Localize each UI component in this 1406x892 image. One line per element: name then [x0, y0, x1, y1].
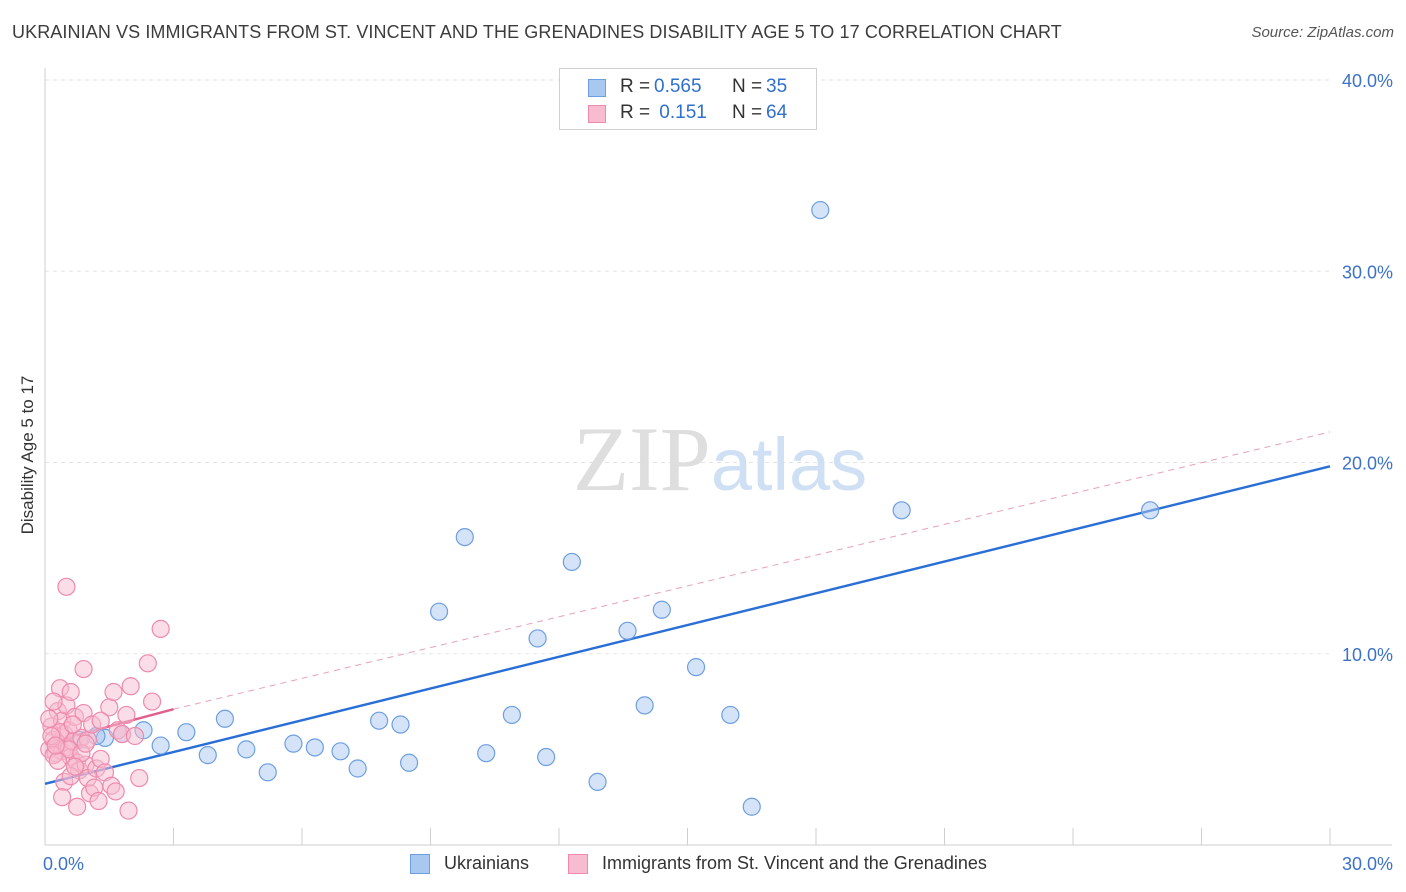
point-ukrainians [305, 738, 324, 757]
point-immigrants [119, 801, 138, 820]
n-value: 64 [766, 102, 788, 123]
point-ukrainians [215, 709, 234, 728]
legend-swatch [410, 854, 430, 874]
point-ukrainians [284, 734, 303, 753]
point-immigrants [68, 797, 87, 816]
point-immigrants [53, 788, 72, 807]
point-immigrants [151, 619, 170, 638]
point-ukrainians [348, 759, 367, 778]
n-label: N = [732, 102, 763, 123]
point-ukrainians [399, 753, 419, 772]
point-immigrants [76, 734, 95, 753]
point-immigrants [142, 692, 162, 711]
point-ukrainians [528, 629, 547, 648]
legend-swatch [588, 79, 606, 97]
y-tick-label: 10.0% [1342, 645, 1393, 665]
data-points [40, 200, 1160, 820]
point-ukrainians [686, 658, 706, 677]
y-tick-label: 30.0% [1342, 262, 1393, 282]
point-ukrainians [391, 715, 410, 734]
n-value: 35 [766, 76, 788, 97]
n-label: N = [732, 76, 763, 97]
point-immigrants [106, 782, 125, 801]
point-ukrainians [537, 747, 556, 767]
point-immigrants [46, 736, 65, 755]
point-immigrants [89, 791, 108, 811]
point-ukrainians [237, 740, 256, 759]
point-immigrants [57, 577, 76, 596]
r-value: 0.151 [654, 102, 707, 123]
point-ukrainians [331, 742, 350, 761]
point-ukrainians [588, 772, 607, 791]
y-tick-label: 40.0% [1342, 71, 1393, 91]
y-tick-label: 20.0% [1342, 454, 1393, 474]
point-ukrainians [618, 621, 637, 640]
point-ukrainians [370, 711, 389, 730]
point-ukrainians [892, 501, 911, 520]
point-immigrants [117, 705, 136, 725]
point-ukrainians [811, 200, 830, 220]
point-immigrants [121, 677, 140, 696]
point-immigrants [44, 692, 63, 711]
chart-title: UKRAINIAN VS IMMIGRANTS FROM ST. VINCENT… [12, 22, 1062, 42]
point-ukrainians [742, 797, 761, 816]
legend-swatch [588, 105, 606, 123]
r-value: 0.565 [654, 76, 702, 97]
y-axis-label: Disability Age 5 to 17 [18, 375, 37, 535]
point-ukrainians [562, 552, 581, 572]
legend-swatch [568, 854, 588, 874]
x-tick-label: 0.0% [43, 854, 84, 874]
point-immigrants [91, 711, 110, 730]
trend-line-extended-1 [173, 431, 1331, 710]
point-immigrants [74, 659, 93, 679]
point-ukrainians [721, 705, 740, 725]
grid-lines [45, 79, 1330, 655]
point-ukrainians [635, 696, 654, 715]
point-ukrainians [1140, 501, 1160, 520]
point-ukrainians [429, 602, 449, 621]
point-immigrants [125, 726, 145, 746]
r-label: R = [620, 102, 651, 123]
point-ukrainians [177, 723, 196, 742]
x-tick-label: 30.0% [1342, 854, 1393, 874]
source-credit: Source: ZipAtlas.com [1251, 24, 1394, 41]
point-immigrants [63, 715, 82, 734]
legend-label: Immigrants from St. Vincent and the Gren… [602, 853, 987, 873]
tick-labels: 10.0% 20.0% 30.0% 40.0% 0.0% 30.0% [43, 71, 1393, 874]
watermark: ZIPatlas [573, 408, 867, 510]
point-immigrants [65, 757, 85, 776]
point-immigrants [40, 709, 59, 728]
point-ukrainians [258, 763, 277, 782]
point-ukrainians [455, 527, 474, 547]
trend-line-0 [44, 465, 1331, 785]
stats-legend: R = 0.565 N = 35 R = 0.151 N = 64 [559, 68, 817, 130]
r-label: R = [620, 76, 651, 97]
point-immigrants [104, 682, 123, 702]
point-immigrants [138, 654, 157, 673]
point-ukrainians [502, 705, 521, 725]
point-ukrainians [652, 600, 671, 619]
point-immigrants [61, 682, 80, 702]
point-immigrants [130, 768, 149, 788]
legend-label: Ukrainians [444, 853, 530, 873]
point-immigrants [48, 751, 67, 770]
point-ukrainians [151, 736, 170, 755]
point-ukrainians [477, 744, 496, 763]
point-ukrainians [198, 746, 217, 765]
